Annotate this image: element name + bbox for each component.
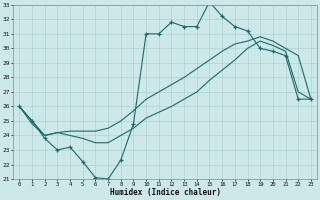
X-axis label: Humidex (Indice chaleur): Humidex (Indice chaleur) bbox=[110, 188, 220, 197]
